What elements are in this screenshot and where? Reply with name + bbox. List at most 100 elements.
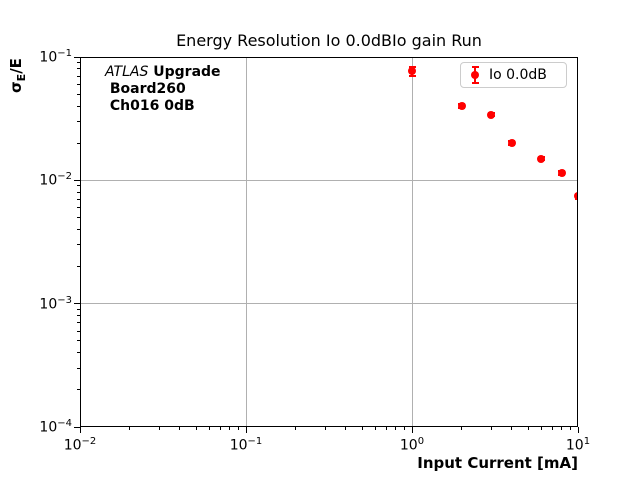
data-point xyxy=(457,102,466,111)
x-minor-tick xyxy=(229,427,231,430)
error-cap-top xyxy=(408,65,416,68)
y-minor-tick xyxy=(77,244,80,246)
data-point xyxy=(557,168,566,177)
error-cap-bottom xyxy=(408,74,416,77)
y-minor-tick xyxy=(77,352,80,354)
x-tick-label: 10−1 xyxy=(229,436,263,454)
x-minor-tick xyxy=(395,427,397,430)
y-minor-tick xyxy=(77,83,80,85)
data-point xyxy=(487,110,496,119)
x-tick-label: 10−2 xyxy=(63,436,97,454)
y-major-tick xyxy=(74,426,80,428)
y-gridline xyxy=(80,426,578,427)
annotation-atlas: ATLAS xyxy=(105,64,149,80)
tick-exponent: 1 xyxy=(583,436,591,447)
y-gridline xyxy=(80,179,578,181)
legend-errorbar-cap-bottom xyxy=(471,82,479,84)
y-minor-tick xyxy=(77,216,80,218)
annotation-board: Board260 xyxy=(105,81,186,97)
legend-errorbar-cap-top xyxy=(471,66,479,68)
x-minor-tick xyxy=(158,427,160,430)
data-point xyxy=(507,139,516,148)
x-minor-tick xyxy=(551,427,553,430)
x-minor-tick xyxy=(527,427,529,430)
x-minor-tick xyxy=(561,427,563,430)
x-minor-tick xyxy=(219,427,221,430)
y-minor-tick xyxy=(77,191,80,193)
y-major-tick xyxy=(74,179,80,181)
y-minor-tick xyxy=(77,207,80,209)
y-tick-label: 10−2 xyxy=(39,171,72,189)
x-tick-label: 101 xyxy=(565,436,591,454)
y-minor-tick xyxy=(77,315,80,317)
tick-exponent: −4 xyxy=(57,418,72,429)
y-minor-tick xyxy=(77,340,80,342)
y-minor-tick xyxy=(77,198,80,200)
annotation-upgrade: Upgrade xyxy=(148,64,221,80)
x-axis-label: Input Current [mA] xyxy=(417,454,578,472)
y-minor-tick xyxy=(77,68,80,70)
x-major-tick xyxy=(79,427,81,433)
y-minor-tick xyxy=(77,185,80,187)
y-minor-tick xyxy=(77,389,80,391)
y-minor-tick xyxy=(77,142,80,144)
annotation-channel: Ch016 0dB xyxy=(105,98,195,114)
y-axis-label-subscript: E xyxy=(15,73,28,82)
x-minor-tick xyxy=(179,427,181,430)
x-minor-tick xyxy=(374,427,376,430)
data-point xyxy=(537,154,546,163)
tick-exponent: −1 xyxy=(57,48,72,59)
x-minor-tick xyxy=(385,427,387,430)
x-minor-tick xyxy=(511,427,513,430)
x-minor-tick xyxy=(324,427,326,430)
y-gridline xyxy=(80,57,578,58)
y-minor-tick xyxy=(77,120,80,122)
tick-exponent: −2 xyxy=(57,171,72,183)
tick-exponent: −2 xyxy=(81,436,97,447)
y-minor-tick xyxy=(77,75,80,77)
x-gridline xyxy=(80,57,81,427)
x-minor-tick xyxy=(195,427,197,430)
x-major-tick xyxy=(245,427,247,433)
y-minor-tick xyxy=(77,93,80,95)
y-minor-tick xyxy=(77,105,80,107)
y-tick-label: 10−1 xyxy=(39,48,72,66)
x-major-tick xyxy=(411,427,413,433)
x-minor-tick xyxy=(490,427,492,430)
y-minor-tick xyxy=(77,330,80,332)
y-minor-tick xyxy=(77,308,80,310)
y-minor-tick xyxy=(77,266,80,268)
data-point xyxy=(408,66,416,75)
x-minor-tick xyxy=(540,427,542,430)
chart-title: Energy Resolution Io 0.0dBIo gain Run xyxy=(176,31,482,50)
y-gridline xyxy=(80,303,578,305)
x-gridline xyxy=(411,57,413,427)
x-minor-tick xyxy=(461,427,463,430)
data-point xyxy=(574,192,578,201)
x-minor-tick xyxy=(295,427,297,430)
x-gridline xyxy=(577,57,578,427)
x-minor-tick xyxy=(129,427,131,430)
x-minor-tick xyxy=(403,427,405,430)
y-minor-tick xyxy=(77,228,80,230)
x-tick-label: 100 xyxy=(399,436,425,454)
x-minor-tick xyxy=(208,427,210,430)
y-minor-tick xyxy=(77,62,80,64)
y-axis-label-sigma: σ xyxy=(7,81,25,93)
y-minor-tick xyxy=(77,322,80,324)
legend-marker-dot xyxy=(471,71,479,79)
x-major-tick xyxy=(577,427,579,433)
annotation-text: ATLAS Upgrade Board260 Ch016 0dB xyxy=(105,64,221,115)
tick-exponent: 0 xyxy=(417,436,425,447)
legend-label: Io 0.0dB xyxy=(489,67,547,83)
tick-exponent: −3 xyxy=(57,294,72,306)
y-major-tick xyxy=(74,56,80,58)
x-minor-tick xyxy=(361,427,363,430)
errorbar-marker-icon xyxy=(470,66,480,84)
y-tick-label: 10−4 xyxy=(39,418,72,436)
x-minor-tick xyxy=(569,427,571,430)
legend: Io 0.0dB xyxy=(460,62,567,88)
y-tick-label: 10−3 xyxy=(39,294,72,313)
x-gridline xyxy=(245,57,247,427)
x-minor-tick xyxy=(345,427,347,430)
